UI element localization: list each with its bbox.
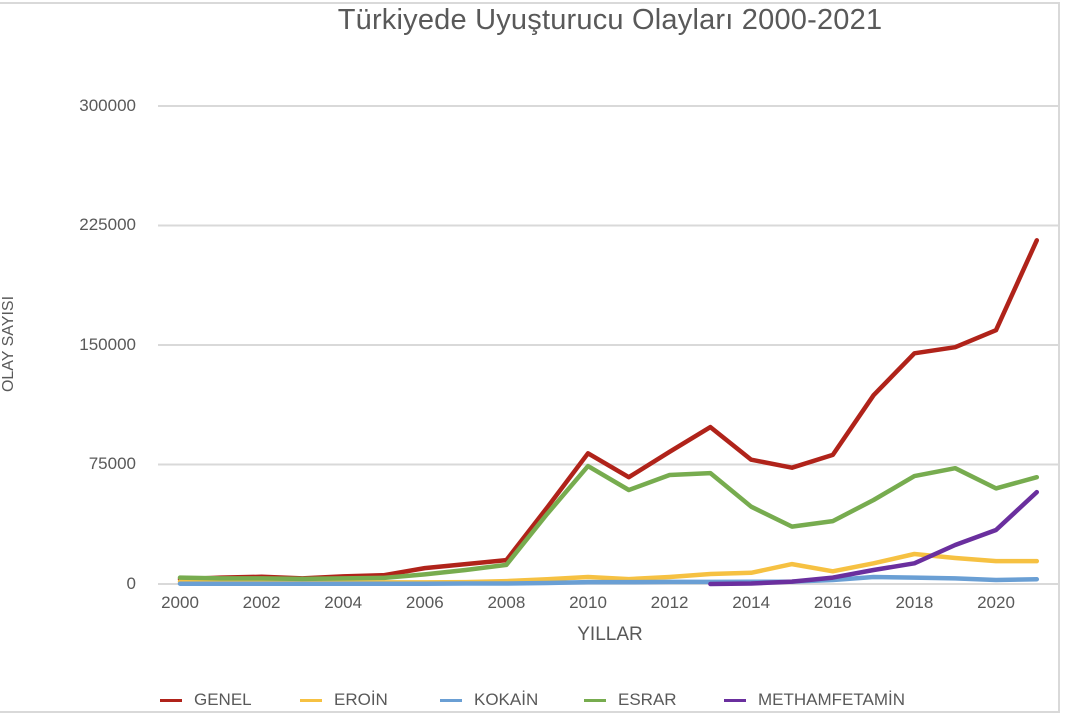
legend-item-eroin[interactable]: EROİN [300, 690, 440, 710]
x-tick: 2008 [487, 593, 526, 612]
x-tick: 2004 [324, 593, 363, 612]
y-tick: 300000 [79, 96, 136, 115]
legend-label: GENEL [194, 690, 252, 709]
legend-swatch [584, 698, 606, 702]
series-line-genel[interactable] [177, 238, 1040, 582]
y-tick: 0 [126, 574, 136, 593]
chart-title: Türkiyede Uyuşturucu Olayları 2000-2021 [337, 4, 883, 36]
x-tick: 2010 [569, 593, 607, 612]
legend-item-methamfetamin[interactable]: METHAMFETAMİN [724, 690, 905, 710]
legend-swatch [300, 698, 322, 702]
legend-label: METHAMFETAMİN [758, 690, 906, 709]
y-tick: 150000 [79, 335, 136, 354]
x-tick: 2018 [895, 593, 934, 612]
legend: GENEL EROİN KOKAİN ESRAR METHAMFETAMİN [160, 690, 905, 710]
legend-label: KOKAİN [474, 690, 539, 709]
y-tick: 75000 [88, 454, 136, 473]
legend-label: ESRAR [618, 690, 677, 709]
series-lines [177, 238, 1040, 587]
x-tick: 2000 [161, 593, 199, 612]
x-tick: 2020 [977, 593, 1015, 612]
series-line-methamfetami̇n[interactable] [708, 489, 1040, 587]
legend-swatch [160, 698, 182, 702]
series-line-esrar[interactable] [177, 463, 1040, 582]
legend-item-genel[interactable]: GENEL [160, 690, 300, 710]
x-tick: 2002 [242, 593, 281, 612]
x-tick: 2016 [813, 593, 852, 612]
x-tick: 2006 [405, 593, 444, 612]
y-tick: 225000 [79, 215, 136, 234]
legend-swatch [440, 698, 462, 702]
series-line-kokai̇n[interactable] [177, 574, 1040, 586]
legend-label: EROİN [334, 690, 388, 709]
x-tick: 2012 [650, 593, 689, 612]
x-tick: 2014 [732, 593, 771, 612]
gridlines [158, 105, 1058, 585]
legend-swatch [724, 698, 746, 702]
legend-item-kokain[interactable]: KOKAİN [440, 690, 584, 710]
legend-item-esrar[interactable]: ESRAR [584, 690, 724, 710]
x-axis-label: YILLAR [577, 624, 643, 645]
